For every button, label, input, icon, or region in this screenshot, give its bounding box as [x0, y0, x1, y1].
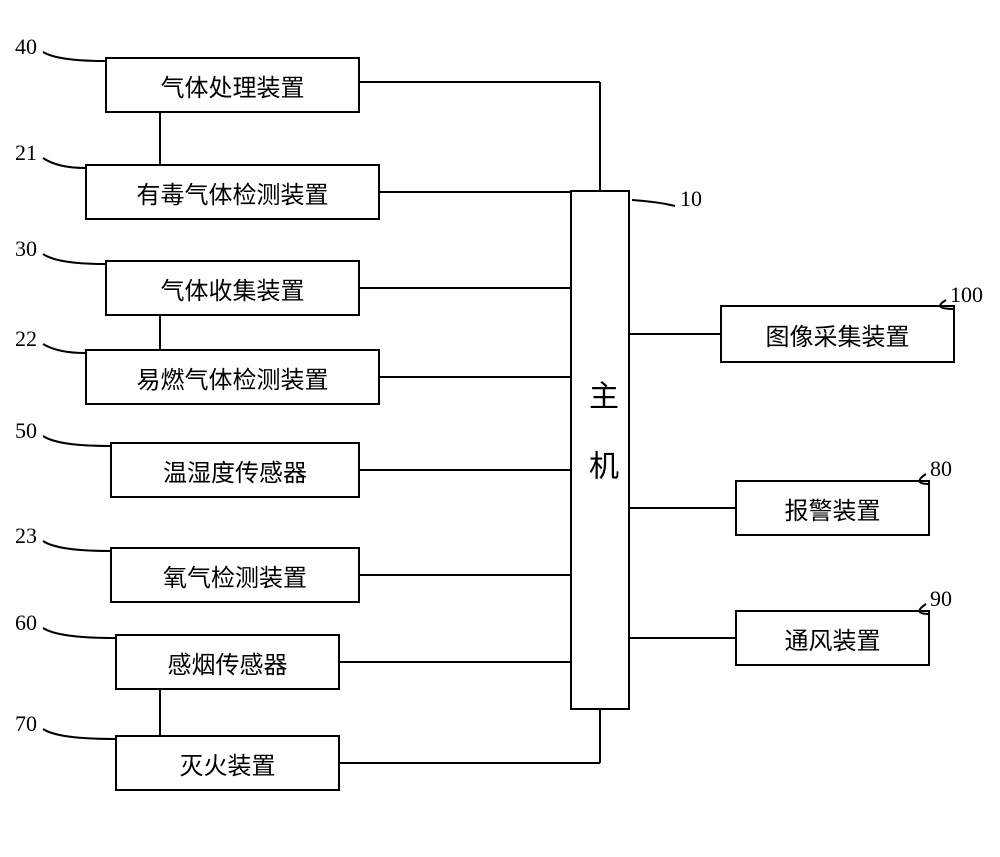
connector-line: [360, 287, 570, 289]
connector-line: [159, 690, 161, 735]
block-80: 报警装置: [735, 480, 930, 536]
ref-23: 23: [15, 523, 37, 549]
leader-80: [921, 469, 945, 499]
leader-70: [38, 724, 130, 754]
connector-line: [159, 316, 161, 349]
connector-line: [360, 469, 570, 471]
block-70: 灭火装置: [115, 735, 340, 791]
block-60-label: 感烟传感器: [168, 645, 288, 680]
ref-21: 21: [15, 140, 37, 166]
block-21-label: 有毒气体检测装置: [137, 175, 329, 210]
block-50: 温湿度传感器: [110, 442, 360, 498]
ref-22: 22: [15, 326, 37, 352]
block-40: 气体处理装置: [105, 57, 360, 113]
leader-100: [941, 295, 970, 324]
ref-60: 60: [15, 610, 37, 636]
leader-90: [921, 599, 945, 629]
block-100-label: 图像采集装置: [766, 317, 910, 352]
leader-60: [38, 623, 130, 653]
block-main-host: 主机: [570, 190, 630, 710]
connector-line: [340, 661, 570, 663]
leader-main: [627, 195, 690, 221]
block-100: 图像采集装置: [720, 305, 955, 363]
connector-line: [340, 762, 600, 764]
connector-line: [630, 637, 735, 639]
connector-line: [360, 574, 570, 576]
connector-line: [380, 191, 570, 193]
block-30: 气体收集装置: [105, 260, 360, 316]
block-70-label: 灭火装置: [180, 746, 276, 781]
block-21: 有毒气体检测装置: [85, 164, 380, 220]
diagram-canvas: 主机 10 气体处理装置40有毒气体检测装置21气体收集装置30易燃气体检测装置…: [0, 0, 1000, 857]
leader-50: [38, 431, 125, 461]
block-main-host-label: 主机: [578, 380, 622, 520]
block-23-label: 氧气检测装置: [163, 558, 307, 593]
connector-line: [159, 113, 161, 164]
ref-50: 50: [15, 418, 37, 444]
block-60: 感烟传感器: [115, 634, 340, 690]
block-22: 易燃气体检测装置: [85, 349, 380, 405]
block-40-label: 气体处理装置: [161, 68, 305, 103]
connector-line: [630, 333, 720, 335]
leader-23: [38, 536, 125, 566]
connector-line: [630, 507, 735, 509]
block-30-label: 气体收集装置: [161, 271, 305, 306]
leader-40: [38, 47, 120, 76]
connector-line: [360, 81, 600, 83]
leader-22: [38, 339, 100, 368]
block-22-label: 易燃气体检测装置: [137, 360, 329, 395]
connector-line: [380, 376, 570, 378]
leader-21: [38, 153, 100, 183]
connector-line: [599, 82, 601, 190]
block-90-label: 通风装置: [785, 621, 881, 656]
block-23: 氧气检测装置: [110, 547, 360, 603]
block-50-label: 温湿度传感器: [163, 453, 307, 488]
connector-line: [599, 710, 601, 763]
ref-70: 70: [15, 711, 37, 737]
ref-40: 40: [15, 34, 37, 60]
block-90: 通风装置: [735, 610, 930, 666]
leader-30: [38, 249, 120, 279]
ref-30: 30: [15, 236, 37, 262]
block-80-label: 报警装置: [785, 491, 881, 526]
